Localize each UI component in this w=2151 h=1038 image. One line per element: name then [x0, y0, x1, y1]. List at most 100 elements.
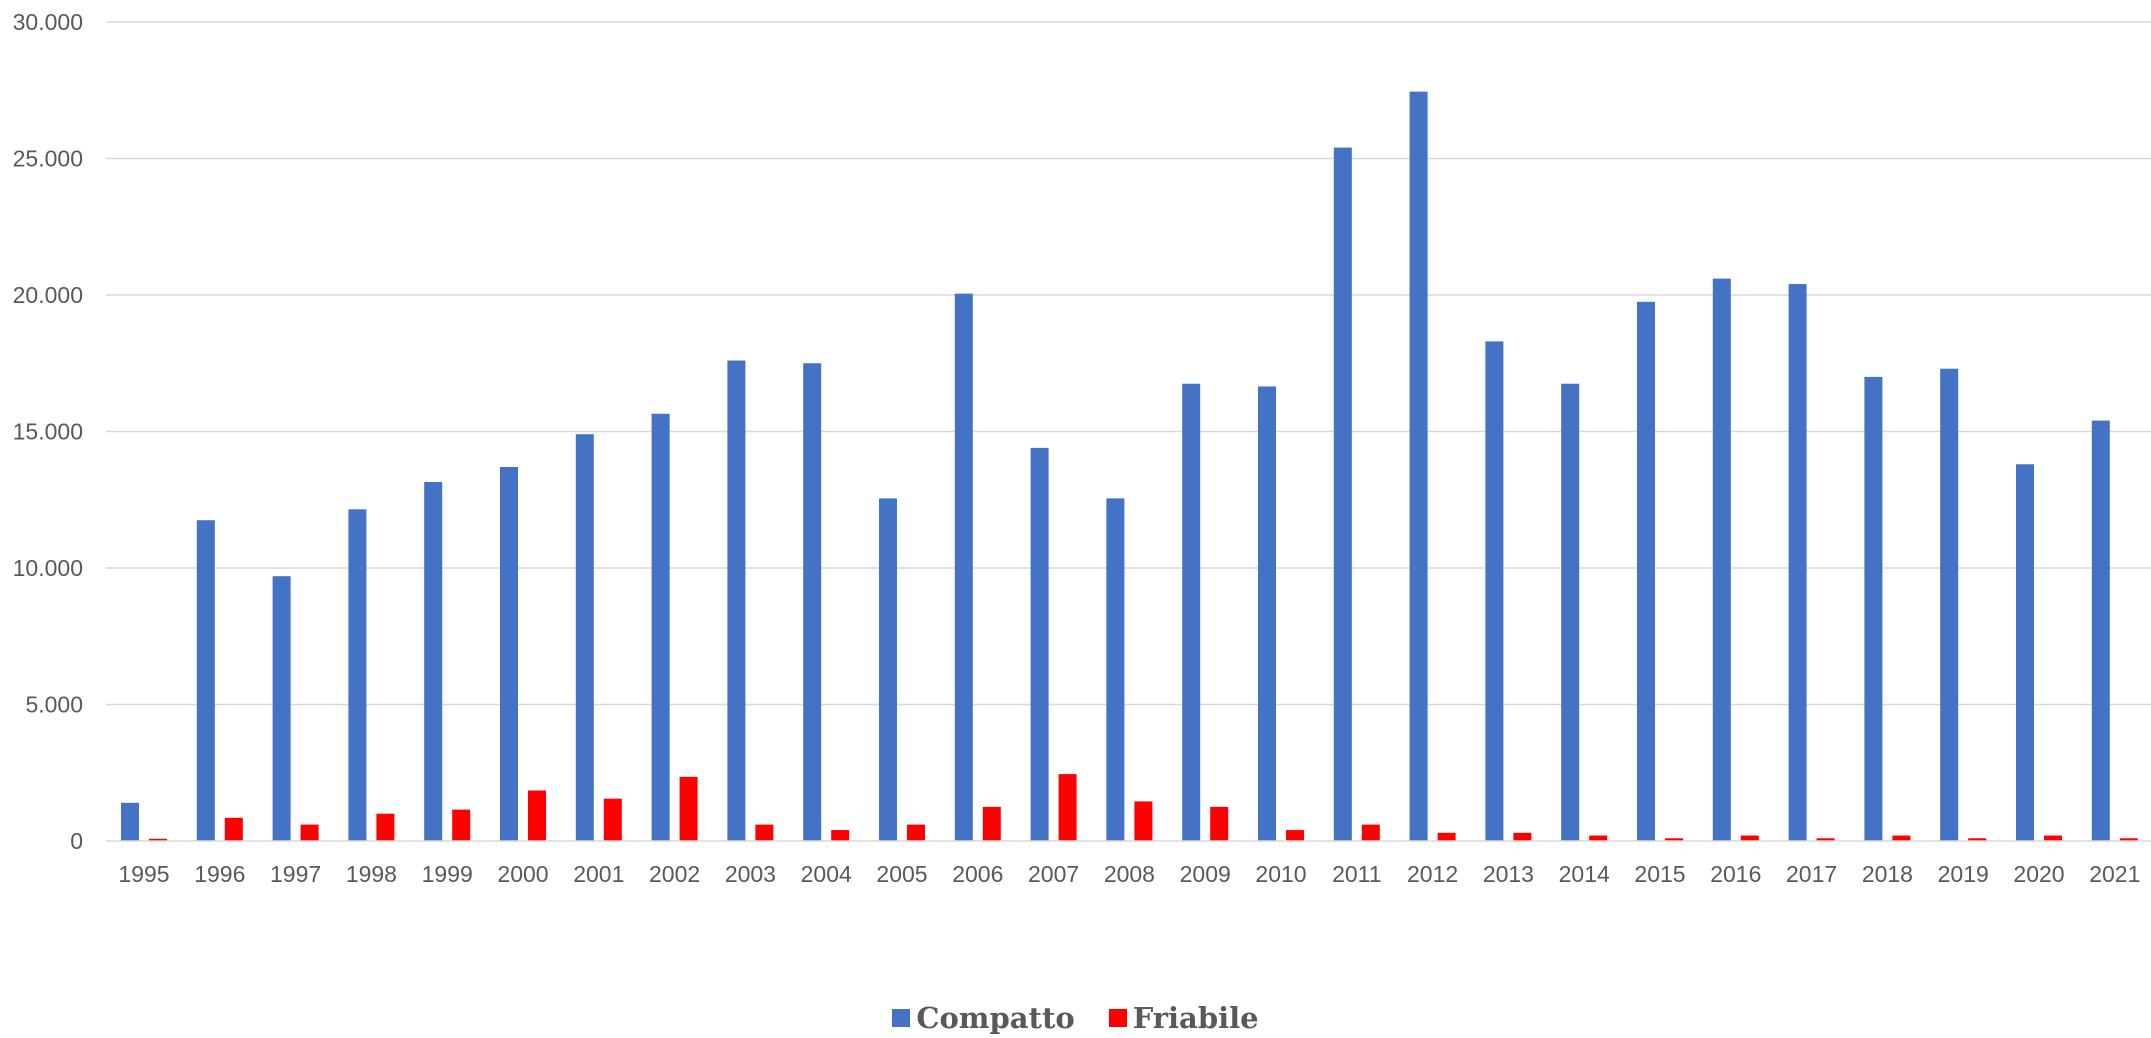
bar-friabile-2015 — [1665, 838, 1683, 841]
x-tick-label: 1997 — [270, 861, 321, 887]
y-tick-label: 30.000 — [13, 9, 83, 35]
bar-compatto-2004 — [803, 363, 822, 841]
bar-compatto-2017 — [1788, 284, 1807, 842]
bar-compatto-2001 — [575, 434, 594, 841]
bar-friabile-2002 — [679, 776, 698, 841]
y-tick-label: 20.000 — [13, 282, 83, 308]
x-tick-label: 2015 — [1634, 861, 1685, 887]
bar-friabile-2006 — [982, 806, 1001, 841]
legend-label-compatto: Compatto — [916, 1001, 1075, 1035]
x-tick-label: 2004 — [801, 861, 852, 887]
x-tick-label: 2011 — [1332, 861, 1381, 887]
x-tick-label: 2016 — [1710, 861, 1761, 887]
bar-compatto-2010 — [1258, 386, 1276, 841]
bar-compatto-2011 — [1333, 147, 1352, 841]
bar-friabile-1998 — [376, 813, 395, 841]
y-tick-label: 15.000 — [13, 419, 83, 445]
bar-compatto-2016 — [1712, 278, 1731, 841]
bar-compatto-2000 — [500, 466, 518, 841]
bar-friabile-1999 — [452, 809, 471, 841]
x-tick-label: 1998 — [346, 861, 397, 887]
y-axis-tick-labels: 0 5.000 10.000 15.000 20.000 25.000 30.000 — [13, 9, 83, 854]
bar-friabile-2009 — [1210, 806, 1229, 841]
bar-friabile-2011 — [1361, 824, 1380, 841]
bar-friabile-1997 — [300, 824, 319, 841]
bar-friabile-2004 — [831, 830, 850, 841]
bar-friabile-2013 — [1513, 832, 1532, 841]
x-tick-label: 2018 — [1862, 861, 1913, 887]
bar-friabile-2001 — [603, 798, 622, 841]
x-tick-label: 2003 — [725, 861, 776, 887]
x-tick-label: 2005 — [876, 861, 927, 887]
x-tick-label: 1995 — [118, 861, 169, 887]
legend-item-friabile: Friabile — [1108, 1001, 1259, 1035]
bar-friabile-2000 — [528, 790, 546, 841]
x-tick-label: 2014 — [1559, 861, 1610, 887]
bar-compatto-2006 — [954, 293, 973, 841]
x-tick-label: 2010 — [1255, 861, 1306, 887]
x-tick-label: 2009 — [1180, 861, 1231, 887]
bar-friabile-2019 — [1968, 838, 1987, 841]
bar-compatto-2015 — [1637, 301, 1655, 841]
bar-compatto-2002 — [651, 413, 670, 841]
bar-compatto-2019 — [1940, 368, 1959, 841]
x-tick-label: 2012 — [1407, 861, 1458, 887]
bar-friabile-2016 — [1740, 835, 1759, 841]
x-tick-label: 2021 — [2089, 861, 2140, 887]
bar-friabile-2018 — [1892, 835, 1911, 841]
x-tick-label: 2020 — [2013, 861, 2064, 887]
bar-friabile-2010 — [1286, 830, 1304, 841]
x-tick-label: 2002 — [649, 861, 700, 887]
x-tick-label: 2008 — [1104, 861, 1155, 887]
legend-item-compatto: Compatto — [892, 1001, 1075, 1035]
bar-compatto-2014 — [1561, 383, 1580, 841]
x-axis-tick-labels: 1995 1996 1997 1998 1999 2000 2001 2002 2003 2004… — [118, 861, 2140, 887]
bar-friabile-1996 — [224, 817, 243, 841]
bar-compatto-2005 — [879, 498, 897, 841]
legend-swatch-friabile — [1108, 1009, 1127, 1027]
bars — [121, 91, 2138, 842]
bar-friabile-2017 — [1816, 838, 1835, 841]
bar-compatto-2007 — [1030, 447, 1049, 841]
bar-friabile-2007 — [1058, 774, 1077, 841]
bar-friabile-1995 — [149, 838, 167, 841]
bar-compatto-2003 — [727, 360, 746, 841]
bar-compatto-2012 — [1409, 91, 1428, 842]
x-tick-label: 1999 — [422, 861, 473, 887]
bar-compatto-2018 — [1864, 376, 1883, 841]
gridlines — [106, 21, 2151, 706]
bar-compatto-2020 — [2016, 464, 2034, 841]
x-tick-label: 2007 — [1028, 861, 1079, 887]
bar-friabile-2008 — [1134, 801, 1153, 841]
y-tick-label: 25.000 — [13, 146, 83, 172]
bar-friabile-2021 — [2119, 838, 2138, 841]
bar-compatto-2021 — [2091, 420, 2110, 841]
bar-compatto-2009 — [1182, 383, 1201, 841]
x-tick-label: 1996 — [194, 861, 245, 887]
x-tick-label: 2006 — [952, 861, 1003, 887]
x-tick-label: 2013 — [1483, 861, 1534, 887]
bar-compatto-1998 — [348, 509, 367, 841]
y-tick-label: 0 — [70, 828, 83, 854]
y-tick-label: 10.000 — [13, 555, 83, 581]
legend: Compatto Friabile — [0, 998, 2151, 1038]
bar-friabile-2014 — [1589, 835, 1608, 841]
bar-friabile-2005 — [907, 824, 925, 841]
bar-compatto-1995 — [121, 802, 139, 841]
x-tick-label: 2000 — [497, 861, 548, 887]
bar-compatto-1996 — [196, 520, 215, 841]
x-tick-label: 2017 — [1786, 861, 1837, 887]
bar-compatto-1997 — [272, 576, 291, 841]
bar-compatto-2008 — [1106, 498, 1125, 841]
bar-friabile-2020 — [2044, 835, 2062, 841]
y-tick-label: 5.000 — [25, 692, 83, 718]
bar-compatto-2013 — [1485, 341, 1504, 841]
bar-compatto-1999 — [424, 482, 443, 841]
x-tick-label: 2001 — [573, 861, 624, 887]
bar-friabile-2012 — [1437, 832, 1456, 841]
x-tick-label: 2019 — [1938, 861, 1989, 887]
bar-friabile-2003 — [755, 824, 774, 841]
legend-label-friabile: Friabile — [1132, 1001, 1259, 1035]
legend-swatch-compatto — [892, 1009, 911, 1027]
